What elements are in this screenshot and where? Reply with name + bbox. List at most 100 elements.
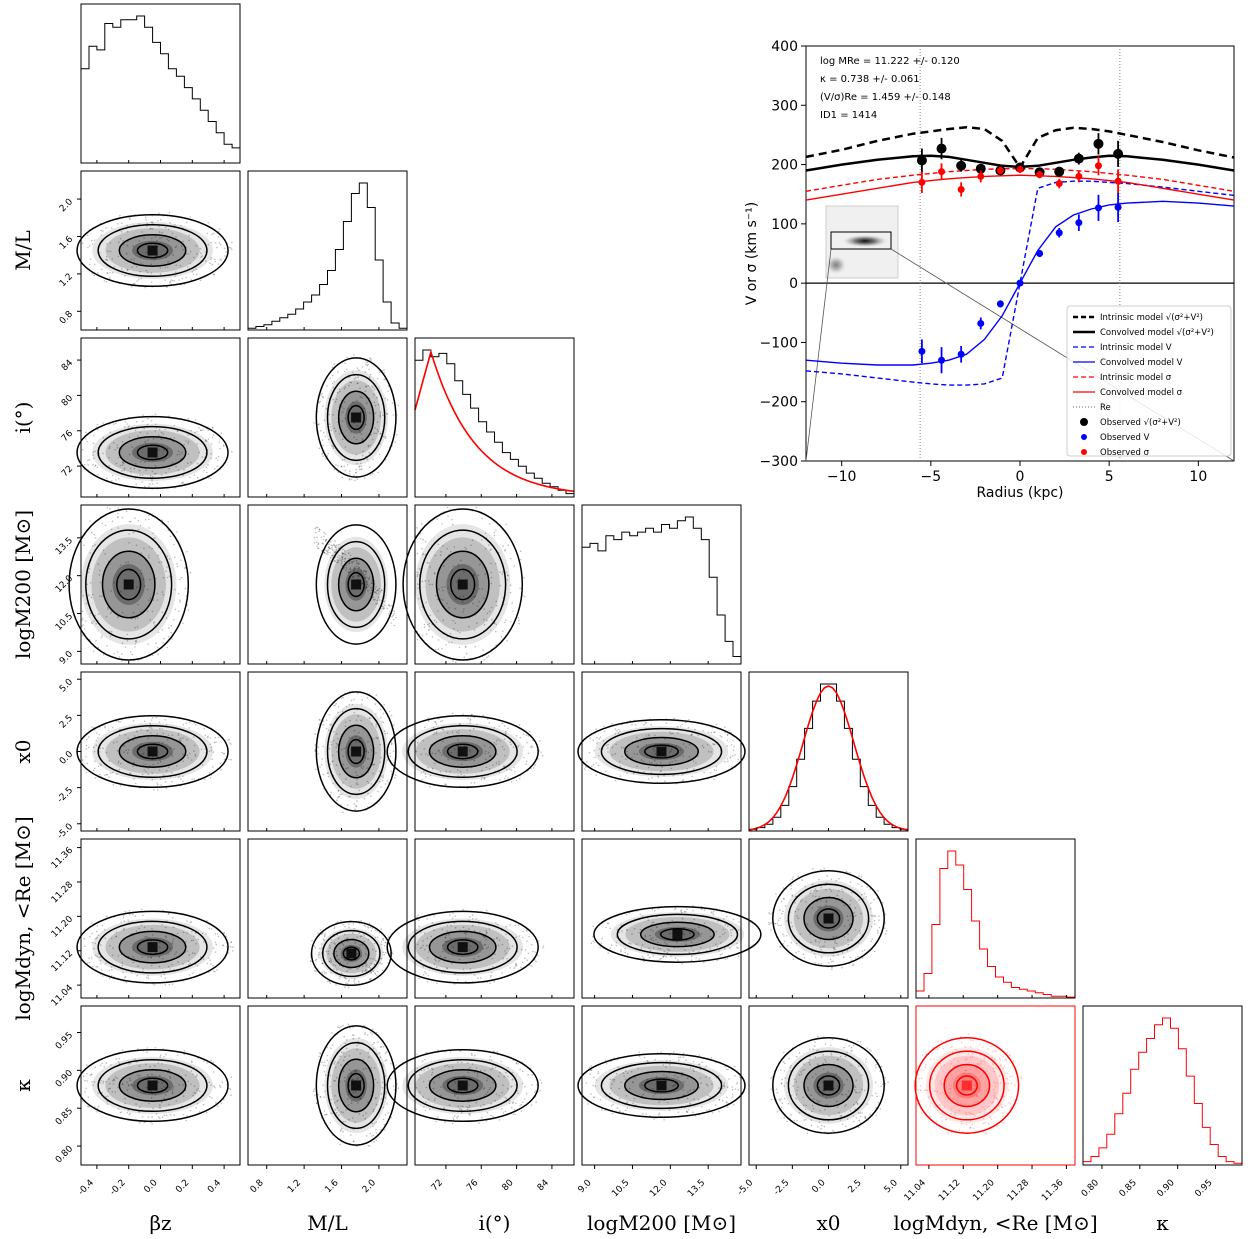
scatter-point: [340, 1129, 342, 1131]
scatter-point: [737, 758, 740, 761]
scatter-point: [91, 957, 93, 959]
scatter-point: [377, 596, 380, 599]
scatter-point: [392, 414, 395, 416]
scatter-point: [367, 445, 370, 448]
scatter-point: [495, 563, 497, 565]
scatter-point: [368, 412, 371, 414]
scatter-point: [113, 442, 115, 444]
scatter-point: [141, 773, 144, 776]
scatter-point: [843, 956, 845, 959]
scatter-point: [360, 572, 363, 574]
x-tick-label: 84: [536, 1178, 551, 1193]
scatter-point: [315, 526, 318, 529]
contour-line: [118, 234, 187, 267]
scatter-point: [130, 258, 132, 261]
scatter-point: [134, 646, 136, 648]
scatter-point: [783, 898, 785, 900]
scatter-point: [698, 958, 700, 960]
scatter-point: [200, 429, 202, 432]
scatter-point: [829, 958, 832, 961]
scatter-point: [377, 430, 380, 433]
scatter-point: [331, 1044, 334, 1046]
scatter-point: [92, 454, 94, 456]
scatter-point: [115, 422, 117, 425]
scatter-point: [154, 413, 157, 415]
scatter-point: [85, 738, 88, 741]
scatter-point: [126, 423, 129, 425]
scatter-point: [333, 560, 336, 562]
scatter-point: [437, 543, 440, 546]
scatter-point: [380, 589, 383, 592]
scatter-point: [129, 217, 131, 219]
scatter-point: [384, 951, 387, 954]
scatter-point: [599, 736, 602, 739]
scatter-point: [138, 223, 140, 225]
scatter-point: [533, 1091, 536, 1094]
scatter-point: [515, 1102, 517, 1104]
scatter-point: [213, 741, 216, 744]
scatter-point: [196, 443, 199, 445]
scatter-point: [620, 949, 622, 951]
scatter-point: [198, 451, 200, 454]
scatter-point: [83, 628, 86, 630]
scatter-point: [148, 527, 150, 529]
scatter-point: [603, 730, 606, 733]
scatter-point: [441, 599, 444, 601]
scatter-point: [148, 518, 150, 521]
scatter-point: [214, 260, 217, 263]
scatter-point: [344, 401, 346, 404]
scatter-point: [369, 1132, 372, 1135]
scatter-point: [96, 1107, 99, 1109]
scatter-point: [375, 590, 378, 592]
scatter-point: [134, 463, 137, 465]
scatter-point: [345, 982, 347, 984]
scatter-point: [149, 474, 152, 477]
scatter-point: [374, 598, 376, 601]
scatter-point: [156, 482, 158, 485]
scatter-point: [177, 469, 180, 471]
scatter-point: [168, 575, 171, 577]
scatter-point: [335, 550, 337, 552]
scatter-point: [486, 619, 488, 622]
scatter-point: [442, 545, 444, 547]
scatter-point: [326, 1059, 329, 1062]
scatter-point: [679, 1056, 682, 1058]
scatter-point: [333, 468, 336, 471]
scatter-point: [713, 769, 716, 771]
scatter-point: [782, 887, 785, 889]
scatter-point: [165, 472, 167, 474]
scatter-point: [151, 610, 154, 613]
scatter-point: [188, 752, 191, 755]
scatter-point: [378, 587, 381, 590]
scatter-point: [190, 461, 192, 464]
scatter-point: [386, 780, 389, 782]
scatter-point: [117, 616, 119, 619]
scatter-point: [231, 450, 233, 453]
scatter-point: [692, 909, 694, 912]
scatter-point: [375, 1128, 377, 1131]
scatter-point: [417, 919, 420, 922]
scatter-point: [97, 563, 100, 565]
scatter-point: [372, 438, 374, 441]
density-peak-cell: [147, 447, 158, 458]
scatter-point: [381, 589, 383, 591]
scatter-point: [451, 518, 453, 521]
scatter-point: [187, 757, 189, 759]
contour-line: [76, 415, 229, 490]
scatter-point: [187, 462, 189, 465]
scatter-point: [206, 232, 209, 235]
scatter-point: [85, 438, 87, 440]
scatter-point: [328, 714, 331, 716]
density-panel-mdyn-vs-x0: [748, 838, 909, 999]
scatter-point: [357, 382, 359, 385]
scatter-point: [343, 408, 345, 410]
scatter-point: [363, 798, 366, 800]
scatter-point: [344, 417, 346, 420]
scatter-point: [185, 440, 187, 442]
scatter-point: [715, 769, 718, 772]
scatter-point: [187, 609, 190, 611]
scatter-point: [525, 734, 528, 736]
scatter-point: [596, 736, 598, 739]
scatter-point: [356, 462, 358, 465]
scatter-point: [187, 253, 190, 255]
